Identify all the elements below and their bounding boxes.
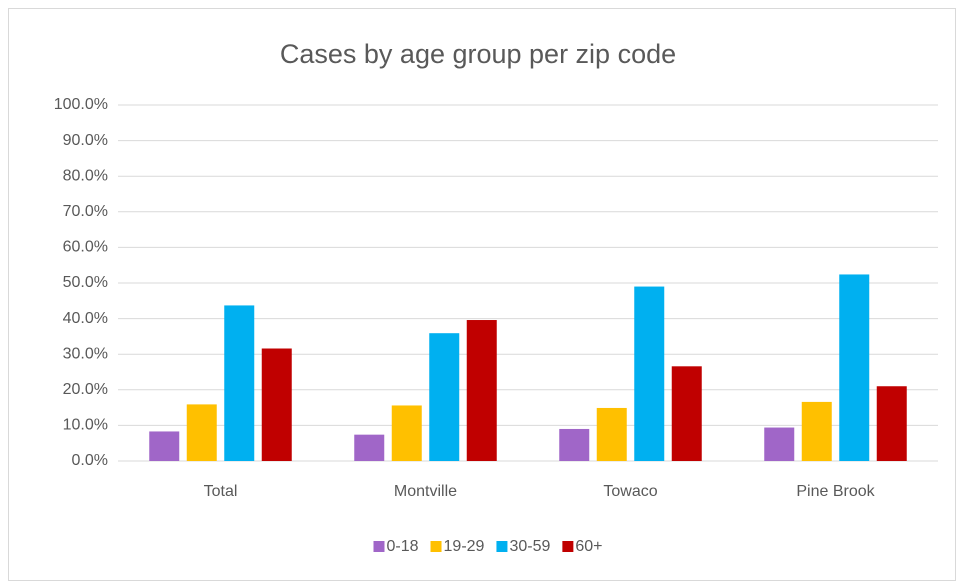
- legend-swatch: [562, 541, 574, 552]
- bar: [149, 431, 180, 461]
- y-tick-label: 50.0%: [63, 274, 108, 291]
- chart-title: Cases by age group per zip code: [280, 39, 676, 69]
- y-tick-label: 100.0%: [54, 96, 108, 113]
- y-tick-label: 70.0%: [63, 203, 108, 220]
- x-tick-label: Total: [204, 483, 238, 500]
- bar: [186, 404, 217, 461]
- legend-label: 60+: [575, 538, 602, 555]
- bar: [391, 405, 422, 461]
- bar: [839, 274, 870, 461]
- y-tick-label: 80.0%: [63, 167, 108, 184]
- bar: [876, 386, 907, 461]
- bar: [559, 428, 590, 461]
- bar: [429, 333, 460, 461]
- bar: [801, 401, 832, 461]
- y-tick-label: 40.0%: [63, 310, 108, 327]
- legend-label: 30-59: [509, 538, 550, 555]
- legend-swatch: [496, 541, 508, 552]
- y-tick-label: 0.0%: [72, 452, 108, 469]
- y-tick-label: 30.0%: [63, 345, 108, 362]
- legend-swatch: [430, 541, 442, 552]
- legend-swatch: [373, 541, 385, 552]
- legend-label: 19-29: [444, 538, 485, 555]
- bar: [764, 427, 795, 461]
- bar: [224, 305, 255, 461]
- bar: [671, 366, 702, 461]
- bar: [466, 320, 497, 461]
- bar: [261, 348, 292, 461]
- x-tick-label: Towaco: [603, 483, 657, 500]
- y-tick-label: 90.0%: [63, 132, 108, 149]
- legend-label: 0-18: [386, 538, 418, 555]
- bar: [596, 407, 627, 461]
- x-tick-label: Pine Brook: [796, 483, 875, 500]
- y-tick-label: 60.0%: [63, 239, 108, 256]
- y-tick-label: 10.0%: [63, 417, 108, 434]
- chart-border: [8, 8, 956, 581]
- y-tick-label: 20.0%: [63, 381, 108, 398]
- bar: [354, 434, 385, 461]
- x-tick-label: Montville: [394, 483, 457, 500]
- bar: [634, 286, 665, 461]
